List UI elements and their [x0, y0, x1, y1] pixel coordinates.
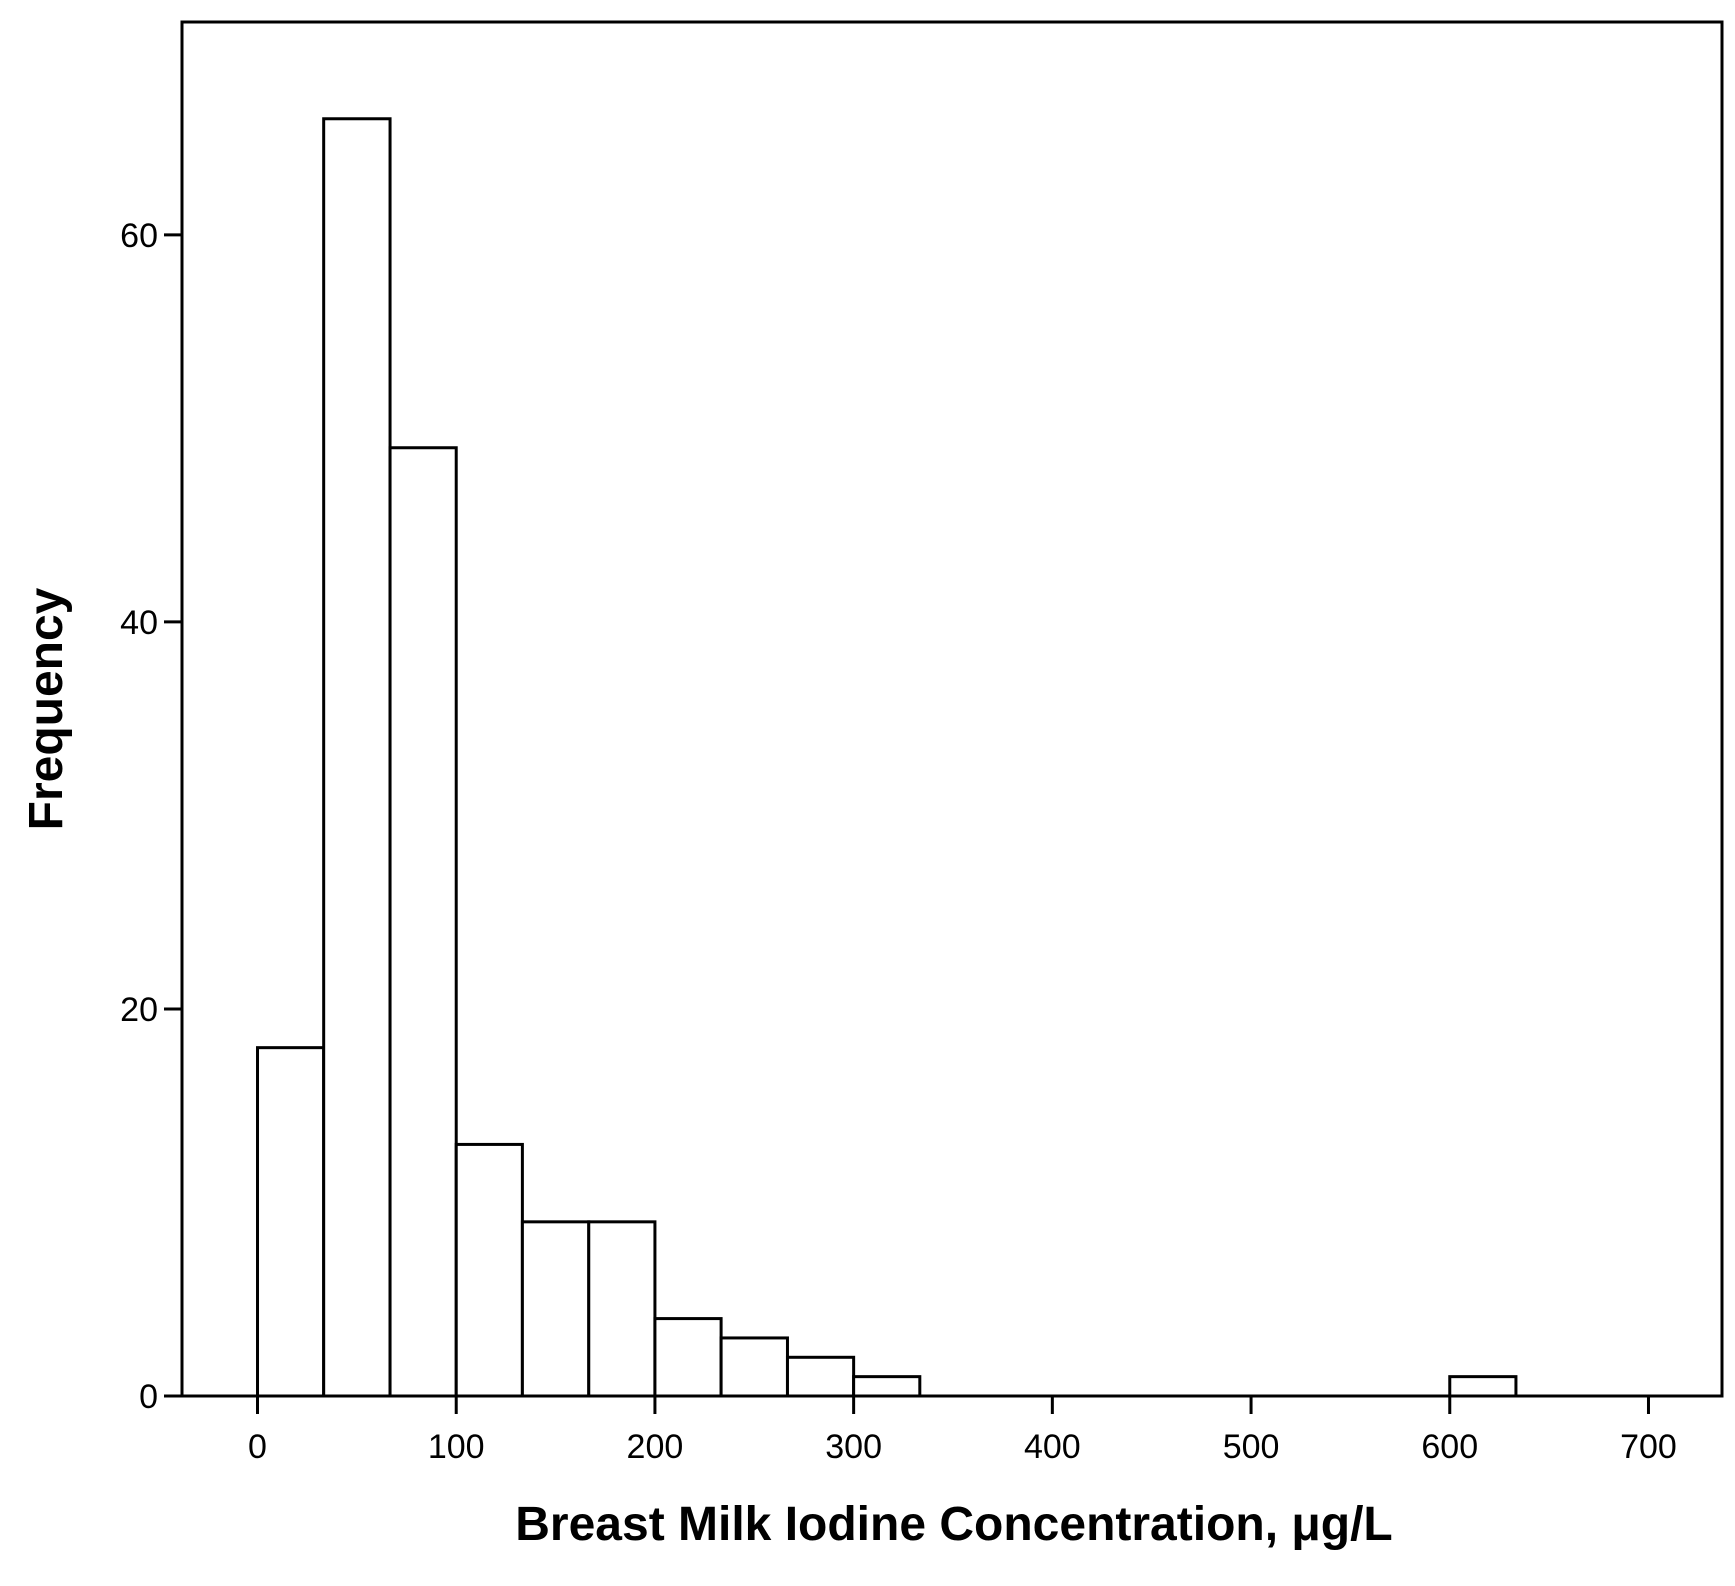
- x-tick-label: 600: [1421, 1428, 1478, 1466]
- x-tick-label: 200: [627, 1428, 684, 1466]
- x-tick-label: 0: [248, 1428, 267, 1466]
- y-tick-label: 60: [120, 217, 158, 255]
- x-axis-title: Breast Milk Iodine Concentration, μg/L: [515, 1498, 1392, 1551]
- histogram-bars: [256, 117, 1518, 1398]
- histogram-bar-9: [852, 1375, 922, 1398]
- plot-frame: [180, 20, 1724, 1398]
- histogram-bar-10: [1448, 1375, 1518, 1398]
- x-tick-label: 100: [428, 1428, 485, 1466]
- histogram-bar-8: [785, 1355, 856, 1398]
- histogram-bar-2: [388, 446, 458, 1398]
- histogram-bar-7: [719, 1336, 789, 1398]
- x-tick-label: 400: [1024, 1428, 1081, 1466]
- histogram-bar-1: [322, 117, 392, 1398]
- histogram-bar-3: [454, 1142, 524, 1398]
- x-tick-label: 300: [825, 1428, 882, 1466]
- x-tick-label: 700: [1620, 1428, 1677, 1466]
- y-axis-title: Frequency: [20, 587, 73, 830]
- x-tick-label: 500: [1223, 1428, 1280, 1466]
- y-tick-label: 40: [120, 604, 158, 642]
- histogram-bar-0: [256, 1046, 326, 1398]
- y-tick-label: 0: [139, 1378, 158, 1416]
- histogram-bar-4: [520, 1220, 591, 1398]
- y-tick-label: 20: [120, 991, 158, 1029]
- histogram-bar-5: [587, 1220, 657, 1398]
- histogram-bar-6: [653, 1317, 723, 1398]
- x-axis-ticks: 0 100 200 300 400 500 600 700: [248, 1396, 1677, 1466]
- y-axis-ticks: 0 20 40 60: [120, 217, 182, 1416]
